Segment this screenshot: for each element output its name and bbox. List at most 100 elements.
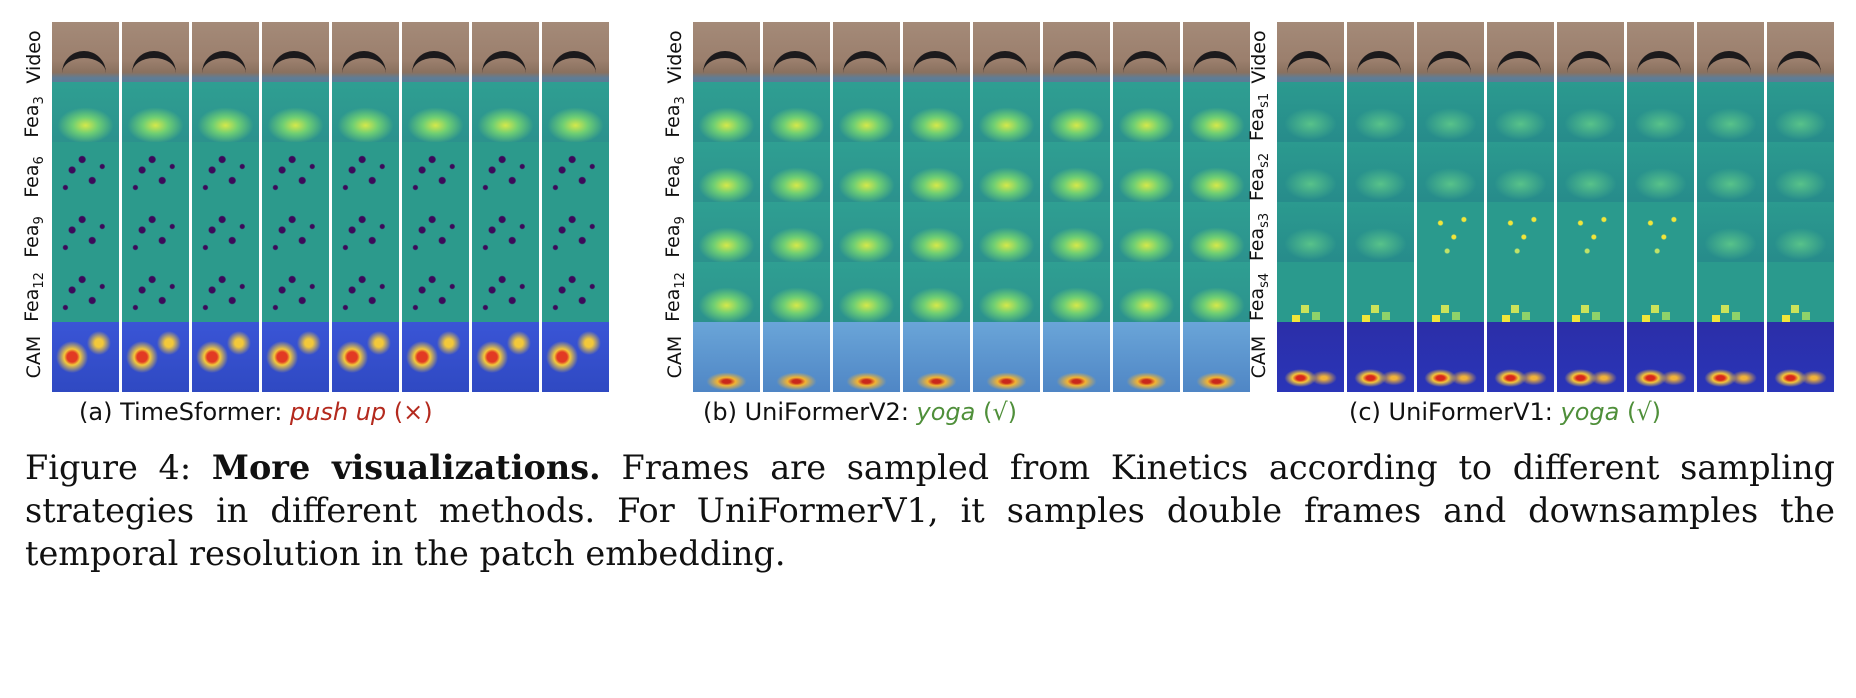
cam-heatmap bbox=[1557, 322, 1624, 392]
feature-map bbox=[1347, 202, 1414, 272]
feature-map bbox=[1417, 82, 1484, 152]
feature-map bbox=[192, 142, 259, 212]
feature-map bbox=[1277, 82, 1344, 152]
feature-map bbox=[52, 142, 119, 212]
figure-caption-title: More visualizations. bbox=[211, 448, 601, 487]
row-label-video: Video bbox=[664, 30, 686, 84]
row-label-video: Video bbox=[1248, 30, 1270, 84]
feature-map bbox=[1557, 82, 1624, 152]
feature-map bbox=[472, 142, 539, 212]
cam-heatmap bbox=[1277, 322, 1344, 392]
row-label-fea-s2: Feas2 bbox=[1246, 152, 1272, 202]
feature-map bbox=[472, 202, 539, 272]
row-label-cam: CAM bbox=[23, 335, 45, 379]
feature-map bbox=[122, 262, 189, 332]
row-label-cam: CAM bbox=[1248, 335, 1270, 379]
feature-map bbox=[542, 82, 609, 152]
feature-map bbox=[1557, 262, 1624, 332]
feature-map bbox=[332, 262, 399, 332]
feature-map bbox=[1417, 202, 1484, 272]
feature-map bbox=[1627, 262, 1694, 332]
row-label-fea6: Fea6 bbox=[21, 156, 47, 198]
video-frame bbox=[833, 22, 900, 92]
feature-map bbox=[472, 82, 539, 152]
row-label-fea12: Fea12 bbox=[21, 272, 47, 322]
feature-map bbox=[542, 262, 609, 332]
feature-map bbox=[1627, 142, 1694, 212]
video-frame bbox=[122, 22, 189, 92]
cam-heatmap bbox=[1627, 322, 1694, 392]
figure-caption-label: Figure 4: bbox=[25, 448, 192, 487]
cam-heatmap bbox=[693, 322, 760, 392]
feature-map bbox=[1043, 82, 1110, 152]
video-frame bbox=[1487, 22, 1554, 92]
row-label-fea3: Fea3 bbox=[21, 96, 47, 138]
panel-caption-c: (c) UniFormerV1: yoga (√) bbox=[1349, 398, 1661, 426]
prediction-label: push up bbox=[289, 398, 387, 426]
row-label-fea12: Fea12 bbox=[662, 272, 688, 322]
row-label-fea9: Fea9 bbox=[662, 216, 688, 258]
cam-heatmap bbox=[1043, 322, 1110, 392]
row-label-fea-s3: Feas3 bbox=[1246, 212, 1272, 262]
feature-map bbox=[122, 202, 189, 272]
feature-map bbox=[1557, 142, 1624, 212]
feature-map bbox=[1557, 202, 1624, 272]
feature-map bbox=[52, 202, 119, 272]
cam-heatmap bbox=[542, 322, 609, 392]
panel-caption-b: (b) UniFormerV2: yoga (√) bbox=[703, 398, 1018, 426]
feature-map bbox=[973, 142, 1040, 212]
video-frame bbox=[903, 22, 970, 92]
cam-heatmap bbox=[1697, 322, 1764, 392]
feature-map bbox=[122, 82, 189, 152]
cam-heatmap bbox=[833, 322, 900, 392]
video-frame bbox=[763, 22, 830, 92]
cam-heatmap bbox=[192, 322, 259, 392]
feature-map bbox=[1113, 142, 1180, 212]
feature-map bbox=[903, 262, 970, 332]
feature-map bbox=[402, 262, 469, 332]
feature-map bbox=[1113, 202, 1180, 272]
video-frame bbox=[1113, 22, 1180, 92]
feature-map bbox=[973, 202, 1040, 272]
feature-map bbox=[693, 202, 760, 272]
cam-heatmap bbox=[1767, 322, 1834, 392]
cam-heatmap bbox=[1183, 322, 1250, 392]
feature-map bbox=[1697, 262, 1764, 332]
cam-heatmap bbox=[122, 322, 189, 392]
feature-map bbox=[332, 82, 399, 152]
cam-heatmap bbox=[763, 322, 830, 392]
figure-caption: Figure 4: More visualizations. Frames ar… bbox=[25, 446, 1835, 575]
video-frame bbox=[192, 22, 259, 92]
feature-map bbox=[402, 202, 469, 272]
feature-map bbox=[52, 82, 119, 152]
feature-map bbox=[833, 262, 900, 332]
feature-map bbox=[262, 262, 329, 332]
feature-map bbox=[833, 202, 900, 272]
video-frame bbox=[1627, 22, 1694, 92]
feature-map bbox=[1347, 142, 1414, 212]
cam-heatmap bbox=[973, 322, 1040, 392]
video-frame bbox=[1767, 22, 1834, 92]
feature-map bbox=[903, 142, 970, 212]
verdict-mark: (√) bbox=[1626, 398, 1661, 426]
video-frame bbox=[402, 22, 469, 92]
feature-map bbox=[1277, 262, 1344, 332]
feature-map bbox=[763, 142, 830, 212]
feature-map bbox=[192, 262, 259, 332]
feature-map bbox=[1277, 142, 1344, 212]
feature-map bbox=[1113, 262, 1180, 332]
row-label-video: Video bbox=[23, 30, 45, 84]
feature-map bbox=[1417, 262, 1484, 332]
feature-map bbox=[1417, 142, 1484, 212]
prediction-label: yoga bbox=[1560, 398, 1620, 426]
video-frame bbox=[693, 22, 760, 92]
prediction-label: yoga bbox=[916, 398, 976, 426]
feature-map bbox=[1113, 82, 1180, 152]
feature-map bbox=[763, 262, 830, 332]
video-frame bbox=[52, 22, 119, 92]
feature-map bbox=[332, 202, 399, 272]
feature-map bbox=[402, 82, 469, 152]
feature-map bbox=[402, 142, 469, 212]
feature-map bbox=[542, 142, 609, 212]
video-frame bbox=[472, 22, 539, 92]
